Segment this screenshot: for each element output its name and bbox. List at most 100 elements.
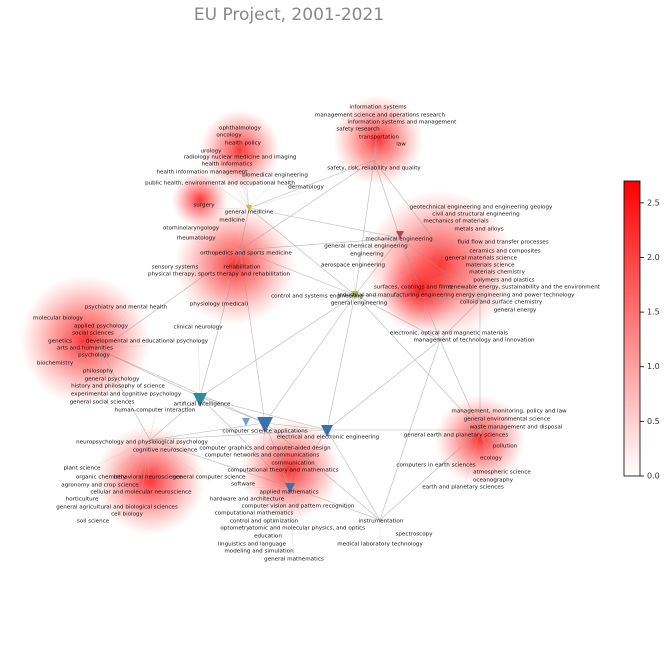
node-label: electrical and electronic engineering: [277, 435, 380, 441]
node-label: optometry: [220, 526, 250, 532]
edge: [479, 422, 508, 431]
edge: [455, 429, 481, 440]
edge: [239, 131, 250, 209]
node-label: safety research: [336, 127, 380, 133]
node-marker: [351, 291, 359, 299]
edge: [246, 486, 291, 504]
node-label: psychology: [78, 353, 110, 359]
edge: [201, 175, 250, 209]
node-label: general social sciences: [70, 400, 135, 406]
node-label: mechanics of materials: [423, 219, 488, 225]
node-label: general earth and planetary sciences: [404, 433, 509, 439]
edge: [239, 249, 266, 424]
edge: [479, 245, 504, 301]
edge: [439, 336, 450, 341]
edge: [264, 294, 356, 424]
node-label: social sciences: [72, 331, 114, 337]
edge: [239, 249, 243, 272]
edge: [289, 429, 328, 488]
edge: [242, 146, 250, 209]
node-label: general energy: [494, 308, 537, 314]
edge: [92, 439, 151, 526]
node-label: oncology: [216, 133, 242, 139]
node-label: behavioral neuroscience: [114, 475, 183, 481]
node-label: spectroscopy: [395, 532, 433, 538]
node-label: information systems and management: [348, 120, 458, 126]
edge: [99, 329, 102, 351]
edge: [366, 237, 401, 259]
edge: [479, 429, 506, 451]
edge: [54, 349, 101, 368]
edge: [59, 344, 101, 351]
node-label: general psychology: [85, 377, 140, 383]
colorbar-tick-label: 0.5: [647, 417, 660, 426]
edge: [149, 439, 210, 482]
node-label: general medicine: [225, 210, 274, 216]
edge: [379, 339, 441, 521]
node-label: otorhinolaryngology: [163, 226, 220, 232]
colorbar-tick-label: 1.5: [647, 308, 660, 317]
edge: [479, 299, 502, 307]
edge: [373, 140, 380, 161]
node-label: plant science: [63, 466, 101, 472]
node-label: mechanical engineering: [365, 237, 433, 243]
edge: [92, 336, 101, 351]
node-label: control and systems engineering: [271, 294, 363, 300]
chart-title: EU Project, 2001-2021: [194, 5, 384, 25]
node-label: physiology (medical): [190, 302, 248, 308]
edge: [373, 125, 403, 161]
edge: [439, 299, 481, 341]
edge: [99, 349, 266, 424]
node-label: instrumentation: [359, 519, 404, 525]
node-label: horticulture: [66, 497, 99, 503]
node-label: general agricultural and biological scie…: [56, 505, 178, 511]
node-label: law: [396, 142, 406, 148]
node-label: engineering: [350, 252, 384, 258]
node-label: experimental and cognitive psychology: [71, 392, 182, 398]
node-label: general computer science: [173, 475, 246, 481]
edge: [99, 349, 127, 399]
colorbar-tick-label: 2.5: [647, 198, 660, 207]
edge: [258, 486, 291, 556]
edge: [251, 486, 291, 549]
node-label: biomedical engineering: [242, 173, 308, 179]
edge: [199, 396, 291, 488]
node-label: clinical neurology: [173, 325, 223, 331]
node-label: ophthalmology: [219, 126, 262, 132]
edge: [248, 190, 307, 209]
edge: [399, 237, 481, 301]
edge: [399, 237, 441, 341]
node-label: fluid flow and transfer processes: [457, 240, 548, 246]
edge: [99, 249, 241, 351]
edge: [218, 249, 241, 309]
edge: [100, 439, 151, 482]
node-label: history and philosophy of science: [71, 384, 165, 390]
edge: [399, 217, 477, 239]
node-label: orthopedics and sports medicine: [200, 251, 292, 257]
edge: [116, 439, 151, 512]
node-label: rheumatology: [176, 236, 216, 242]
node-label: ecology: [480, 456, 502, 462]
edge: [99, 310, 127, 351]
heat-blob: [380, 250, 460, 330]
node-label: general environmental science: [464, 417, 551, 423]
node-label: dermatology: [288, 185, 324, 191]
node-label: general engineering: [331, 301, 388, 307]
node-label: philosophy: [83, 369, 114, 375]
edge: [97, 349, 101, 376]
edge: [195, 241, 241, 251]
edge: [248, 207, 356, 296]
node-label: surgery: [193, 203, 215, 209]
edge: [479, 275, 498, 301]
node-label: modeling and simulation: [224, 549, 294, 555]
node-label: biochemistry: [37, 361, 74, 367]
node-label: soil science: [77, 519, 110, 525]
node-label: energy engineering and power technology: [456, 293, 576, 299]
heat-blob: [172, 172, 228, 228]
node-label: computer networks and communications: [205, 453, 320, 459]
node-label: control and optimization: [230, 519, 299, 525]
edge: [149, 439, 291, 488]
node-label: transportation: [359, 135, 399, 141]
edge: [462, 429, 481, 492]
edge: [289, 486, 308, 533]
